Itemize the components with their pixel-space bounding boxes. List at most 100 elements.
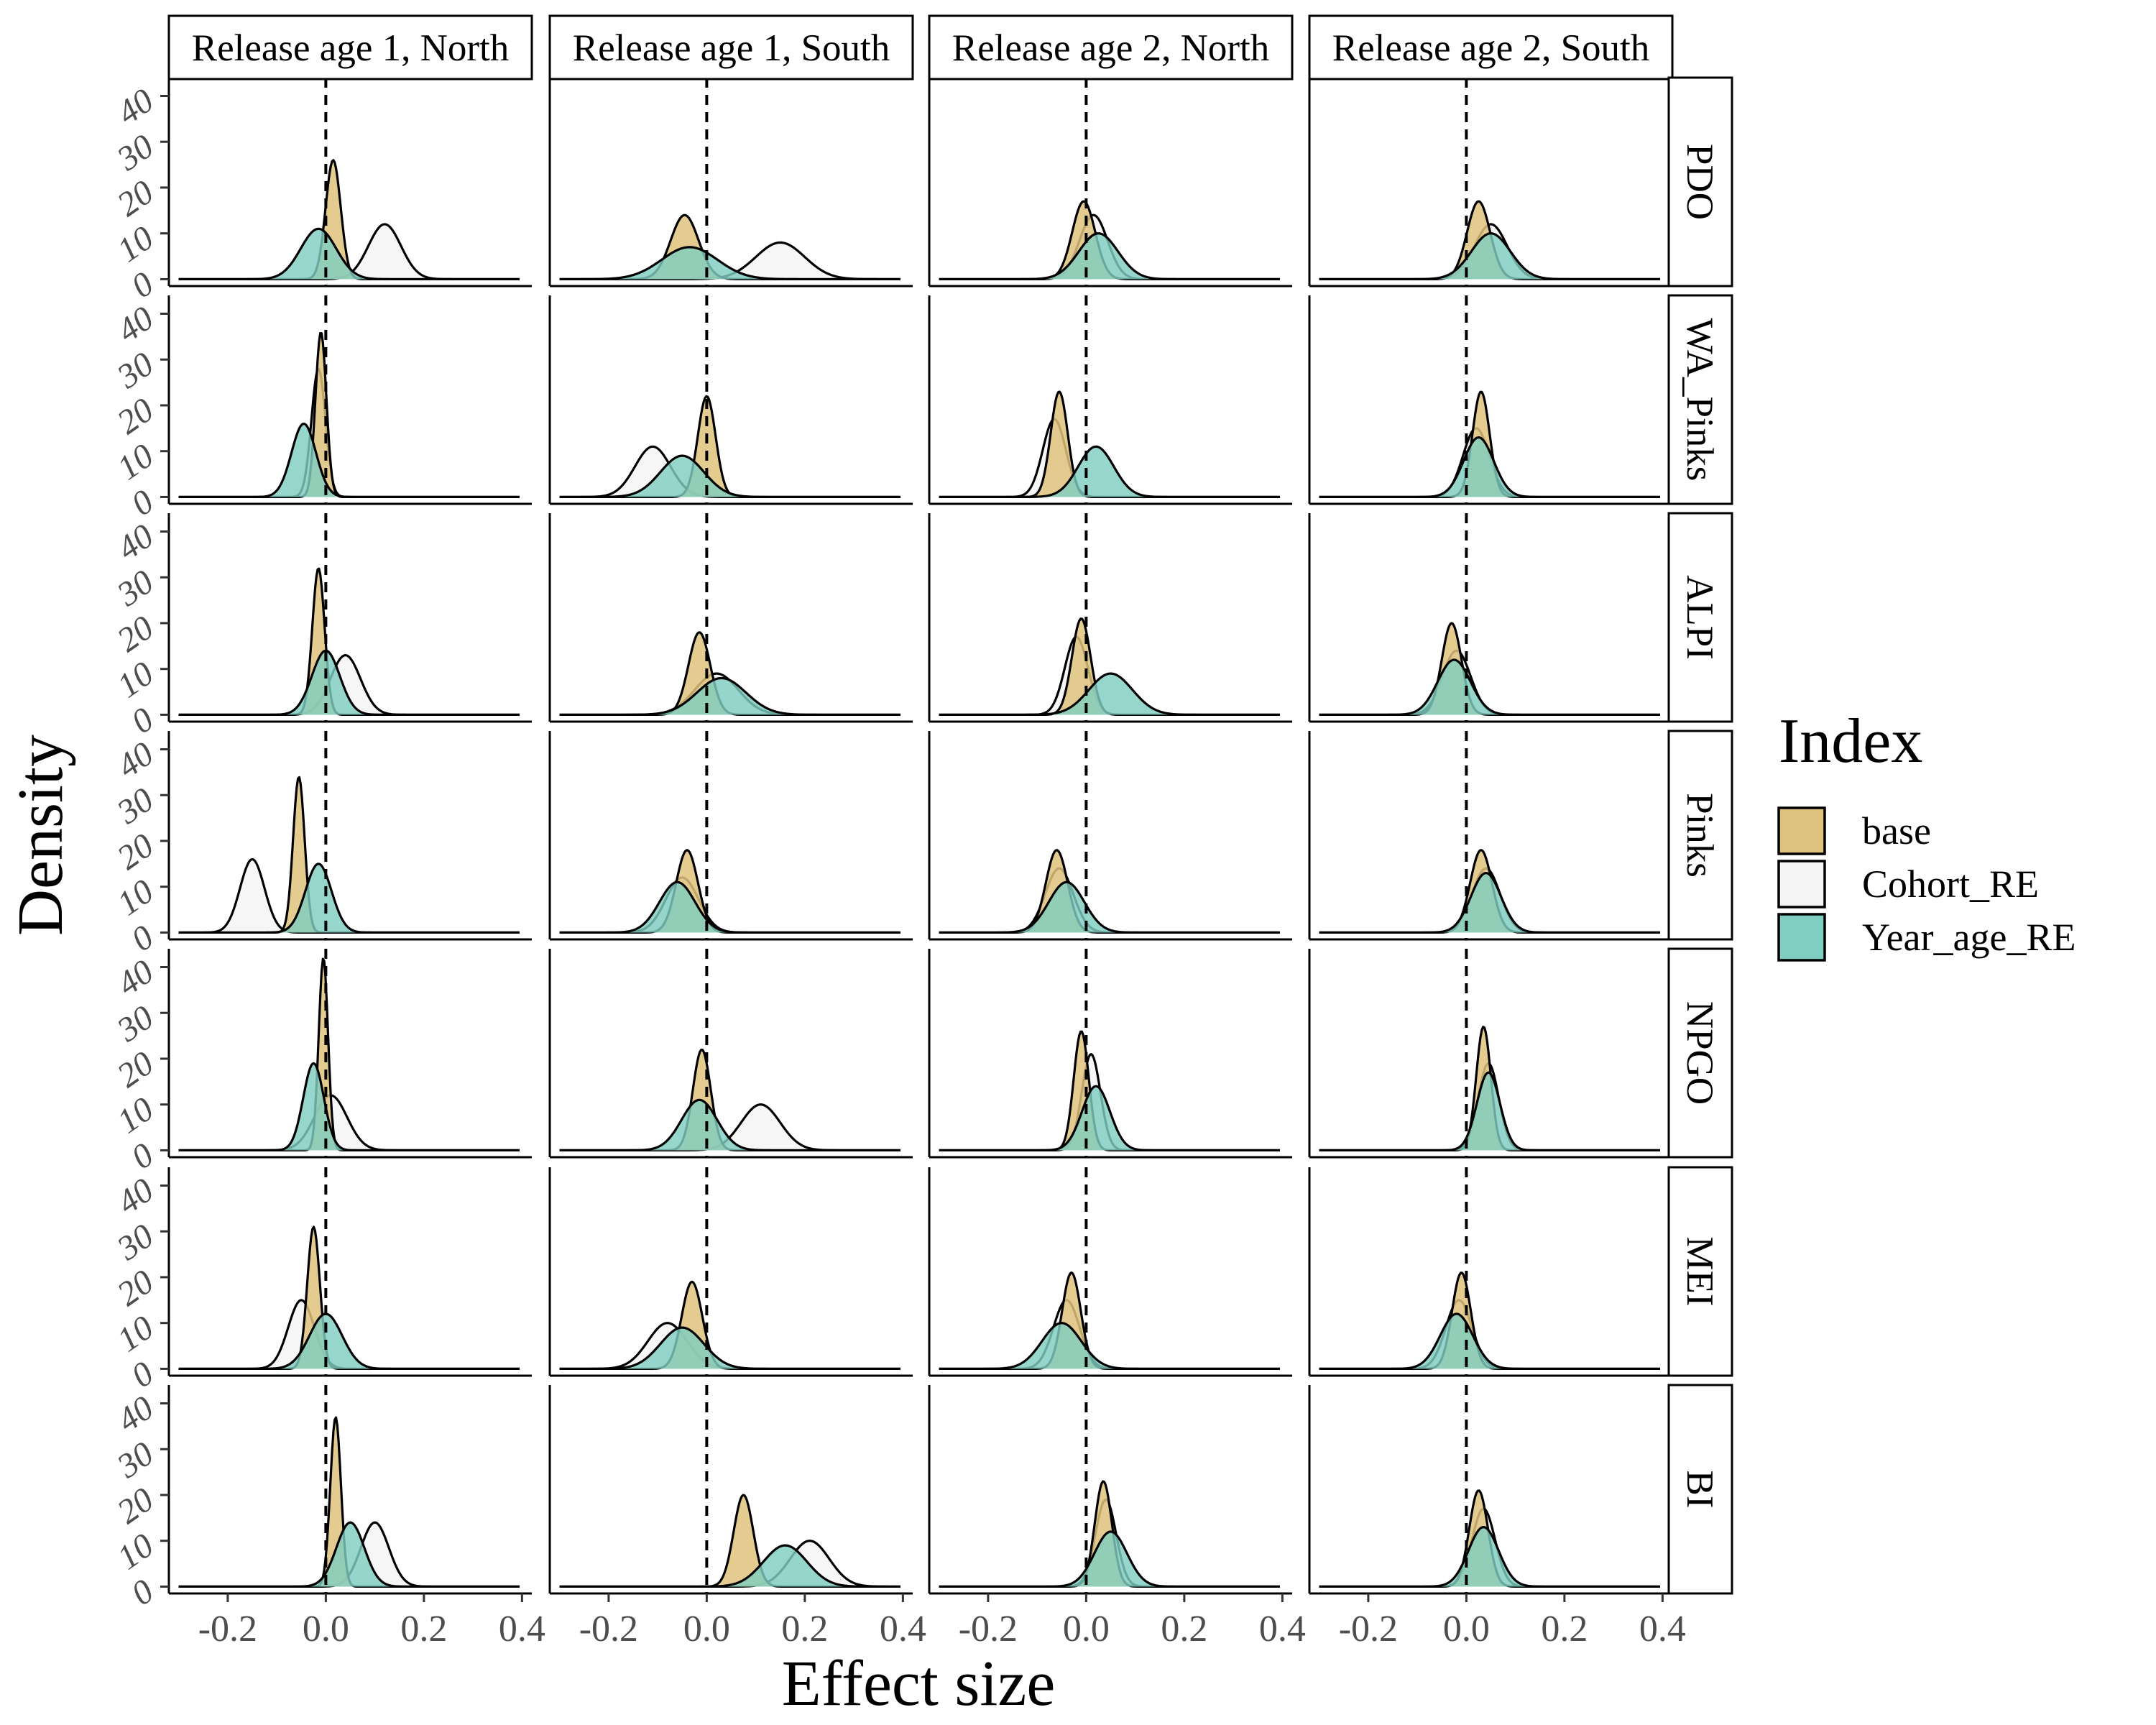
density-curve-cohort-re [1319,649,1660,717]
density-fill-base [559,850,900,933]
density-fill-cohort-re [559,242,900,280]
panel-wa-pinks-release-age-2-south [1319,295,1660,504]
density-fill-year-age-re [939,233,1280,280]
panel-pinks-release-age-2-south [1319,731,1660,939]
row-strip-wa-pinks: WA_Pinks [1667,294,1733,505]
legend-swatch [1777,860,1826,908]
density-fill-year-age-re [559,1328,900,1369]
column-strip-release-age-1-north: Release age 1, North [167,14,533,80]
column-strips: Release age 1, North Release age 1, South… [167,14,1674,80]
row-strip-box [1667,294,1733,505]
y-tick-label: 10 [111,654,161,705]
density-curve-base [178,331,520,499]
density-fill-base [559,1282,900,1369]
row-strip-box [1667,730,1733,941]
x-tick-label: 0.2 [400,1609,447,1650]
density-fill-year-age-re [1319,1072,1660,1151]
legend-label: Cohort_RE [1862,862,2039,906]
density-fill-year-age-re [939,1322,1280,1369]
legend-title: Index [1779,707,1922,776]
density-fill-cohort-re [178,655,520,715]
y-tick-label: 30 [110,563,161,615]
density-curve-year-age-re [939,672,1280,717]
density-fill-year-age-re [178,1522,520,1587]
y-tick-label: 30 [110,1435,161,1486]
density-curve-year-age-re [1319,1071,1660,1152]
density-curve-year-age-re [1319,871,1660,934]
density-curve-year-age-re [1319,232,1660,281]
density-fill-year-age-re [559,456,900,497]
column-strip-release-age-2-south: Release age 2, South [1308,14,1674,80]
panel-mei-release-age-2-south [1319,1167,1660,1376]
panel-pdo-release-age-2-south [1319,78,1660,286]
density-fill-base [559,1495,900,1587]
density-fill-year-age-re [939,882,1280,933]
density-fill-cohort-re [178,859,520,933]
y-tick-label: 20 [111,173,161,224]
density-fill-year-age-re [939,446,1280,497]
density-fill-cohort-re [178,369,520,497]
row-strip-label: PDO [1679,144,1720,220]
density-fill-base [178,160,520,280]
y-tick-label: 0 [124,700,160,741]
density-curve-base [939,1271,1280,1371]
panel-pinks-release-age-1-north [178,731,520,939]
x-tick-label: -0.2 [959,1609,1018,1650]
density-fill-cohort-re [559,878,900,933]
row-strip-pinks: Pinks [1667,730,1733,941]
density-fill-base [1319,392,1660,497]
row-strip-box [1667,1166,1733,1377]
density-curve-cohort-re [939,867,1280,934]
density-fill-year-age-re [559,1100,900,1151]
density-fill-base [559,396,900,497]
density-fill-cohort-re [939,1300,1280,1369]
density-curve-year-age-re [1319,658,1660,717]
y-tick-label: 20 [111,391,161,442]
panel-alpi-release-age-1-south [559,513,900,722]
panel-pdo-release-age-1-south [559,78,900,286]
y-tick-label: 40 [111,81,161,132]
x-tick-label: 0.4 [880,1609,926,1650]
y-tick-label: 0 [124,482,160,523]
panel-npgo-release-age-1-north [178,949,520,1157]
density-fill-year-age-re [939,1531,1280,1587]
density-curve-year-age-re [939,1322,1280,1371]
x-tick-label: 0.2 [781,1609,828,1650]
density-curve-cohort-re [559,876,900,934]
y-tick-label: 30 [110,127,161,179]
y-tick-label: 0 [124,1354,160,1395]
row-strip-box [1667,512,1733,723]
y-tick-label: 10 [111,436,161,487]
density-curve-year-age-re [178,1312,520,1371]
y-tick-label: 30 [110,345,161,397]
panel-pinks-release-age-2-north [939,731,1280,939]
column-strip-label: Release age 1, North [192,27,510,69]
column-strip-box [548,14,914,80]
column-strip-release-age-2-north: Release age 2, North [928,14,1294,80]
density-fill-base [939,850,1280,933]
row-strip-box [1667,76,1733,288]
density-curve-year-age-re [939,1530,1280,1588]
y-tick-label: 0 [124,918,160,959]
panel-bi-release-age-2-south [1319,1385,1660,1593]
panel-pinks-release-age-1-south [559,731,900,939]
x-tick-label: -0.2 [579,1609,638,1650]
density-curve-year-age-re [178,1062,520,1152]
row-strip-pdo: PDO [1667,76,1733,288]
density-curve-year-age-re [559,676,900,717]
density-fill-cohort-re [559,1322,900,1369]
chart-axes: 0102030400102030400102030400102030400102… [110,78,1686,1650]
density-fill-year-age-re [178,650,520,715]
column-strip-box [928,14,1294,80]
y-tick-label: 10 [111,872,161,923]
row-strip-box [1667,1384,1733,1595]
density-curve-year-age-re [939,880,1280,934]
y-tick-label: 10 [111,1090,161,1141]
column-strip-release-age-1-south: Release age 1, South [548,14,914,80]
column-strip-box [1308,14,1674,80]
density-fill-year-age-re [559,678,900,715]
legend-item-cohort-re: Cohort_RE [1777,860,2039,908]
density-curve-cohort-re [559,1322,900,1371]
x-tick-label: 0.0 [303,1609,349,1650]
